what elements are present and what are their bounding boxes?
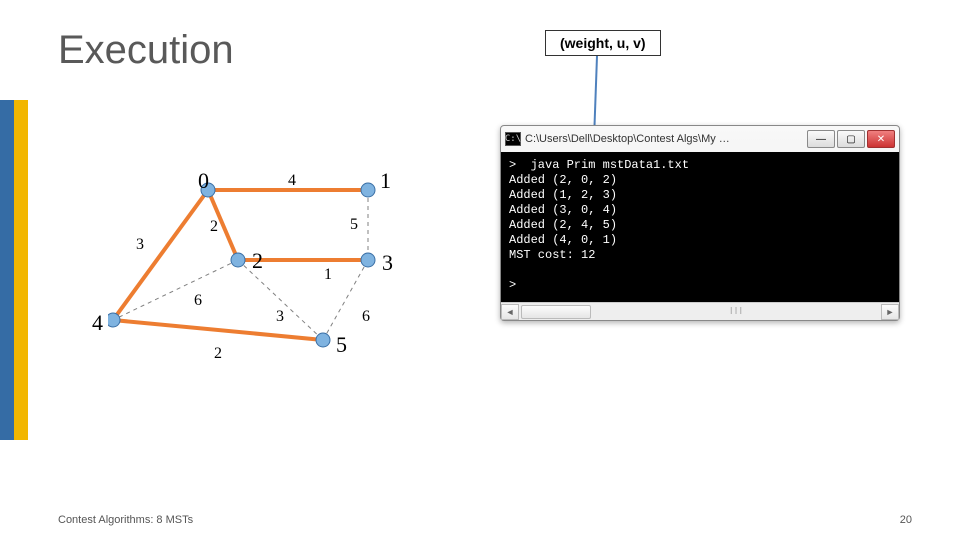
footer-left: Contest Algorithms: 8 MSTs xyxy=(58,514,193,526)
graph-edge-weight: 3 xyxy=(276,308,284,326)
minimize-button[interactable]: — xyxy=(807,130,835,148)
terminal-window: C:\ C:\Users\Dell\Desktop\Contest Algs\M… xyxy=(500,125,900,321)
graph-edge-weight: 6 xyxy=(194,292,202,310)
left-accent-stripes xyxy=(0,100,30,440)
scroll-track-spacer: III xyxy=(593,306,881,317)
slide: Execution (weight, u, v) 0 1 2 3 4 5 4 2 3 5 1 6 3 6 2… xyxy=(0,0,960,540)
graph-edge-weight: 2 xyxy=(210,218,218,236)
graph-edge-weight: 6 xyxy=(362,308,370,326)
graph-node-label: 4 xyxy=(92,310,103,336)
cmd-icon: C:\ xyxy=(505,132,521,146)
callout-label: (weight, u, v) xyxy=(545,30,661,56)
graph-edge-weight: 2 xyxy=(214,345,222,363)
stripe-gold xyxy=(14,100,28,440)
window-controls: — ▢ ✕ xyxy=(807,130,895,148)
graph-node-label: 5 xyxy=(336,332,347,358)
mst-graph xyxy=(108,170,458,380)
page-title: Execution xyxy=(58,28,234,73)
graph-edge-weight: 4 xyxy=(288,172,296,190)
graph-edge-weight: 1 xyxy=(324,266,332,284)
graph-edge-weight: 5 xyxy=(350,216,358,234)
terminal-scrollbar[interactable]: ◄ III ► xyxy=(501,302,899,320)
scroll-right-button[interactable]: ► xyxy=(881,304,899,320)
maximize-button[interactable]: ▢ xyxy=(837,130,865,148)
graph-edge-weight: 3 xyxy=(136,236,144,254)
graph-node-label: 2 xyxy=(252,248,263,274)
scroll-thumb[interactable] xyxy=(521,305,591,319)
terminal-body[interactable]: > java Prim mstData1.txt Added (2, 0, 2)… xyxy=(501,152,899,302)
graph-node-label: 1 xyxy=(380,168,391,194)
terminal-title-text: C:\Users\Dell\Desktop\Contest Algs\My … xyxy=(525,133,807,145)
graph-node-label: 0 xyxy=(198,168,209,194)
footer-page-number: 20 xyxy=(900,514,912,526)
scroll-left-button[interactable]: ◄ xyxy=(501,304,519,320)
stripe-blue xyxy=(0,100,14,440)
graph-node-label: 3 xyxy=(382,250,393,276)
close-button[interactable]: ✕ xyxy=(867,130,895,148)
terminal-titlebar[interactable]: C:\ C:\Users\Dell\Desktop\Contest Algs\M… xyxy=(501,126,899,152)
